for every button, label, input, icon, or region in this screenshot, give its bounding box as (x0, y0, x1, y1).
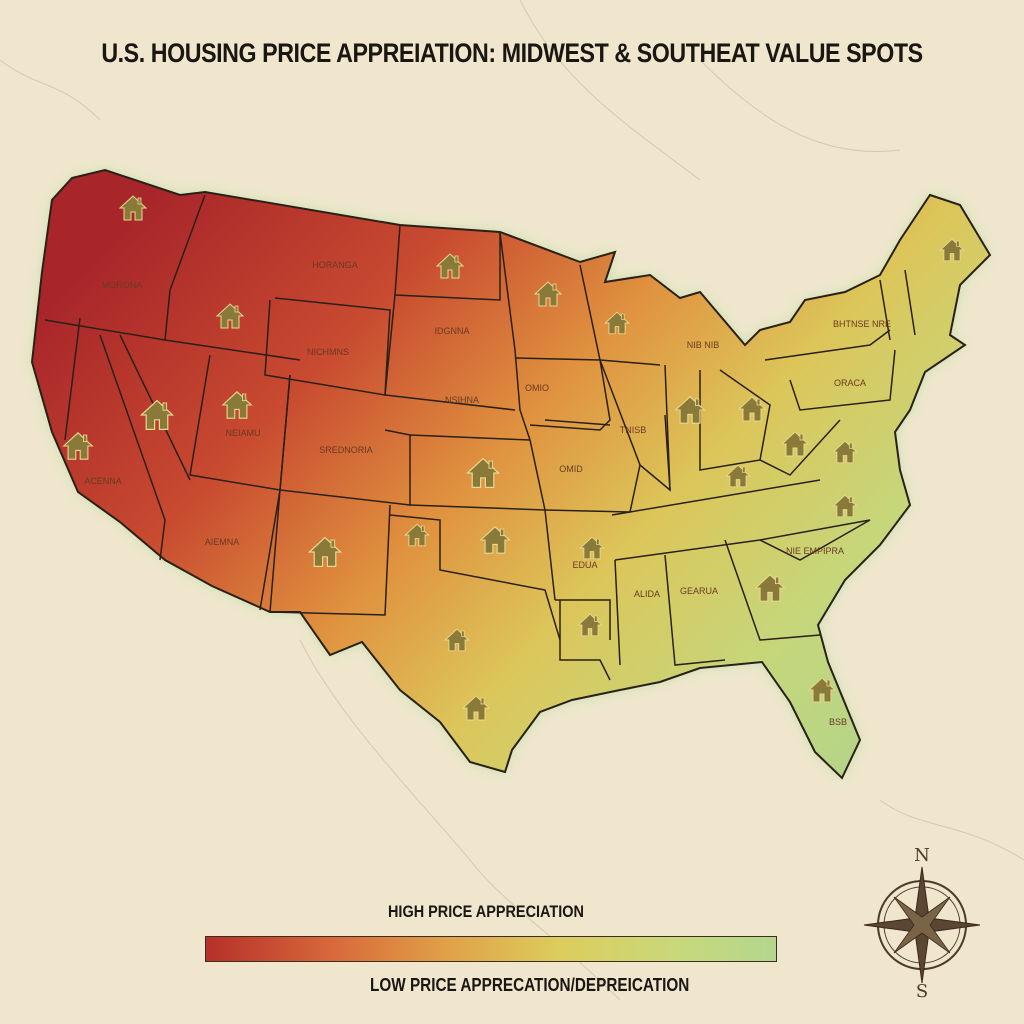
house-icon (807, 677, 837, 703)
house-icon (435, 253, 465, 279)
house-icon (577, 613, 603, 637)
state-label-montana: HORANGA (312, 260, 358, 270)
state-label-south-dakota: IDGNNA (434, 326, 469, 336)
house-icon (444, 628, 470, 652)
house-icon (533, 281, 563, 307)
state-label-colorado: SREDNORIA (319, 445, 373, 455)
state-labels: MORONA HORANGA IDGNNA NICHMNS NSIHNA NEIAMU SR… (84, 260, 891, 727)
house-icon (832, 494, 858, 518)
legend-low-label: LOW PRICE APPRECATION/DEPREICATION (370, 975, 690, 995)
house-icon (725, 464, 751, 488)
compass-rose: N S (863, 845, 981, 1002)
compass-north: N (914, 845, 930, 866)
compass-south: S (916, 981, 928, 1002)
house-icon (461, 695, 491, 721)
map-title: U.S. HOUSING PRICE APPREIATION: MIDWEST … (101, 38, 923, 68)
state-label-south-carolina: NIE EMPIPRA (786, 546, 844, 556)
house-icon (307, 536, 343, 568)
background-landmass (0, 0, 1024, 1001)
state-label-california: ACENNA (84, 476, 122, 486)
house-icon (62, 432, 94, 460)
house-icon (939, 238, 965, 262)
house-icon (674, 396, 706, 424)
house-icon (465, 457, 501, 489)
house-icon (215, 303, 245, 329)
house-icon (832, 440, 858, 464)
state-label-wyoming: NICHMNS (307, 347, 349, 357)
state-label-utah: NEIAMU (225, 428, 260, 438)
state-label-nebraska: NSIHNA (445, 395, 479, 405)
state-borders (44, 194, 916, 681)
state-label-michigan: NIB NIB (687, 340, 720, 350)
state-label-arizona: AIEMNA (205, 537, 240, 547)
legend-color-scale (205, 936, 777, 962)
house-icon (404, 523, 430, 547)
state-label-mississippi: ALIDA (634, 589, 660, 599)
house-icon (604, 311, 630, 335)
house-icon (221, 391, 253, 419)
house-markers (62, 195, 965, 721)
state-label-pacific-nw: MORONA (102, 280, 143, 290)
house-icon (118, 195, 148, 221)
house-icon (780, 431, 810, 457)
legend-high-label: HIGH PRICE APPRECIATION (388, 902, 584, 921)
state-label-illinois: TNISB (620, 425, 647, 435)
state-label-alabama: GEARUA (680, 586, 718, 596)
state-label-missouri: OMID (559, 464, 583, 474)
house-icon (579, 536, 605, 560)
state-label-pennsylvania: ORACA (834, 378, 866, 388)
house-icon (479, 526, 511, 554)
contiguous-us (30, 168, 992, 780)
house-icon (737, 396, 767, 422)
house-icon (139, 399, 175, 431)
state-label-new-york: BHTNSE NRE (833, 319, 891, 329)
house-icon (754, 574, 786, 602)
state-label-arkansas: EDUA (572, 560, 597, 570)
state-label-iowa: OMIO (525, 383, 549, 393)
state-label-florida: BSB (829, 717, 847, 727)
